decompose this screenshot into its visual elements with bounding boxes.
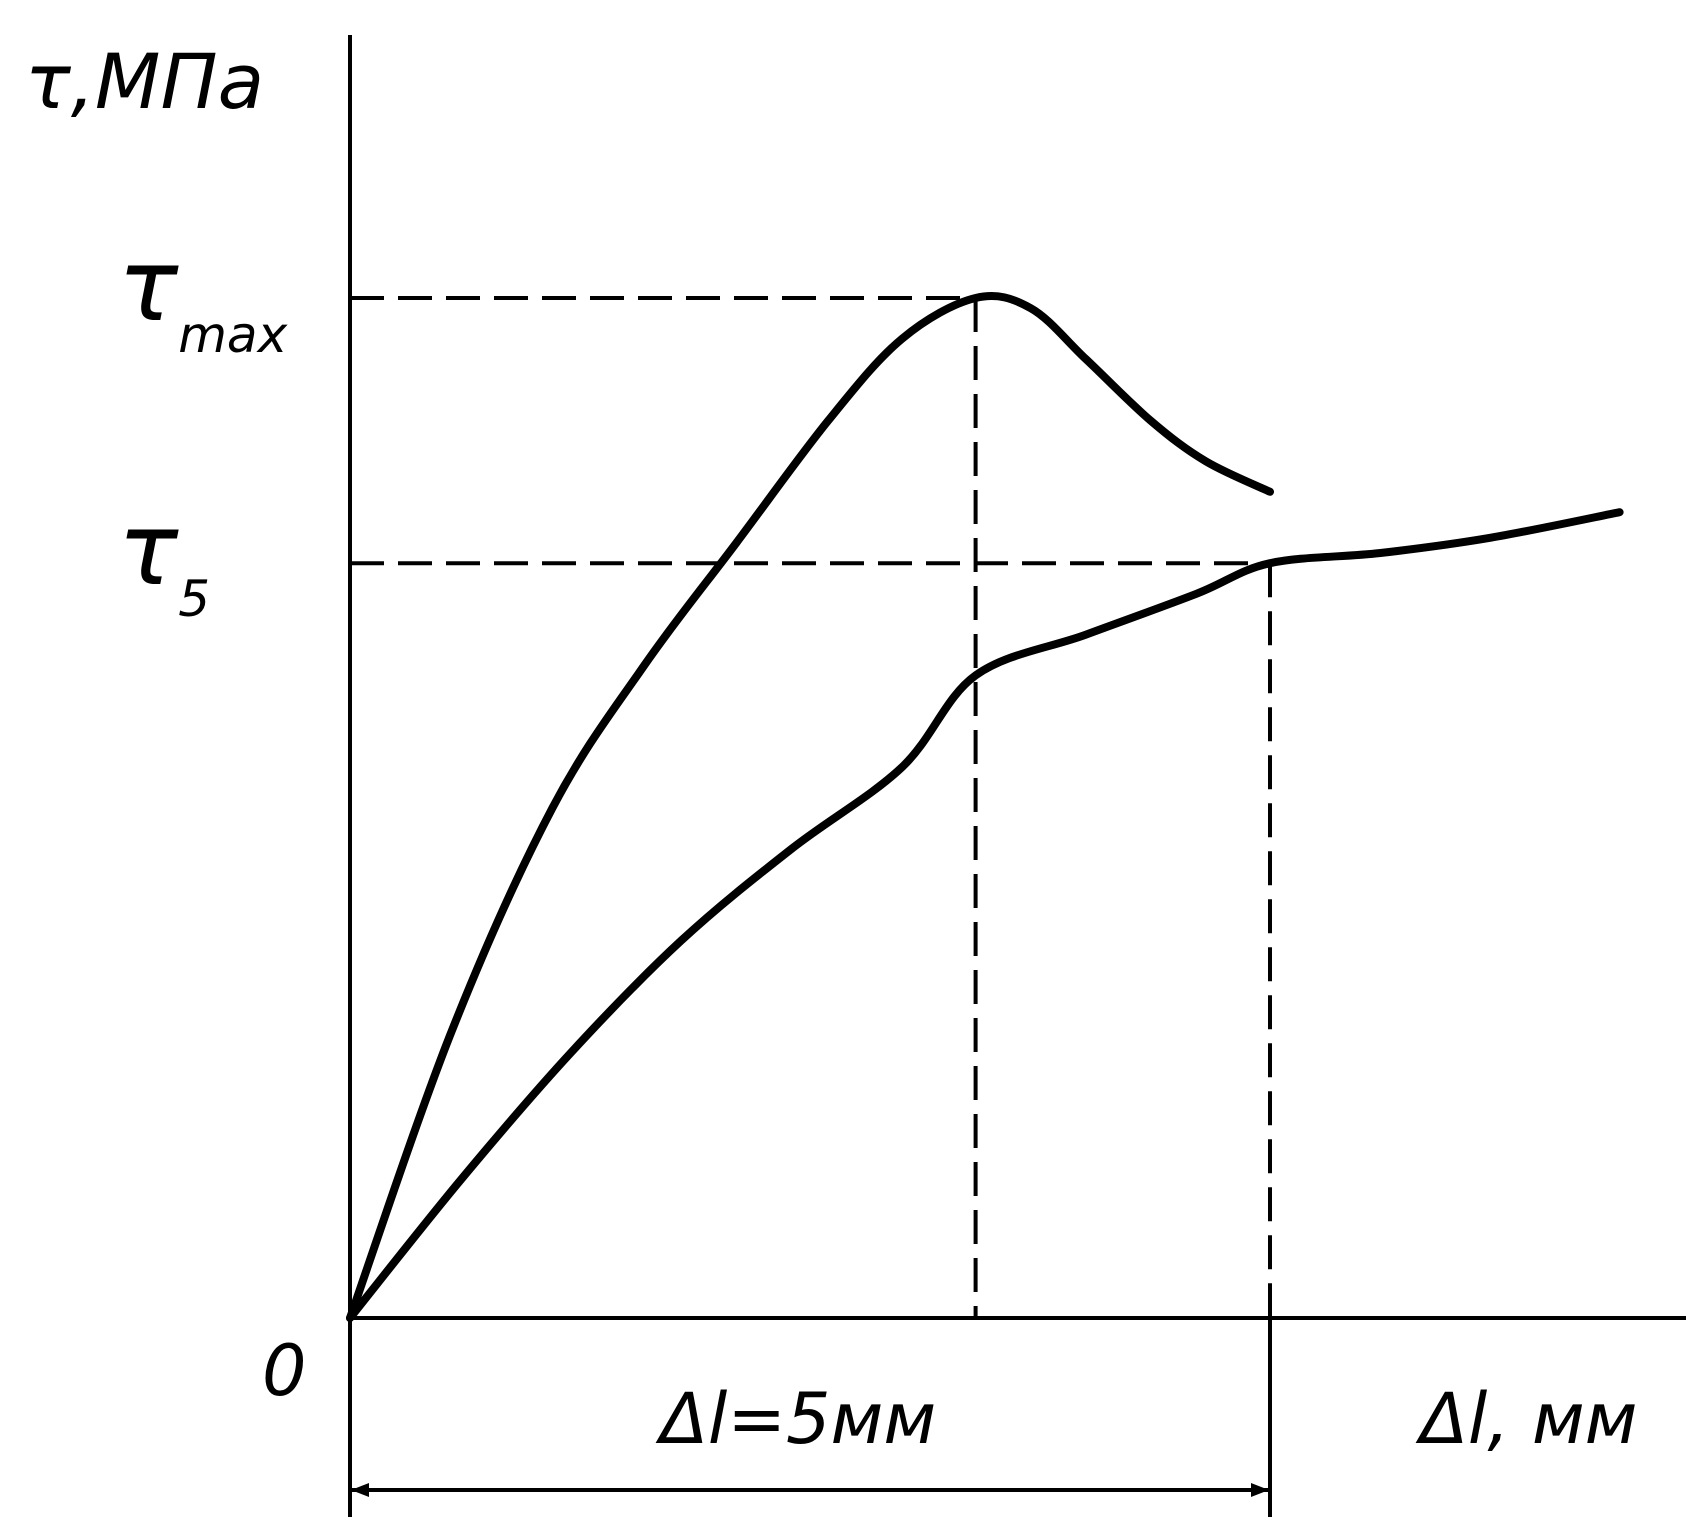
series-1-line [346,292,1274,1322]
y-axis-label: τ,МПа [25,37,264,126]
axes [348,35,1686,1517]
tau-5-label: τ5 [118,491,210,628]
dimension-label: Δl=5мм [655,1378,936,1460]
x-axis-label: Δl, мм [1415,1378,1637,1460]
dimension-group [351,1318,1272,1517]
origin-label: 0 [262,1330,307,1412]
tau-max-label: τmax [118,227,288,364]
series-group [346,292,1624,1322]
guide-lines [350,296,1272,1318]
series-2-line [346,508,1624,1322]
